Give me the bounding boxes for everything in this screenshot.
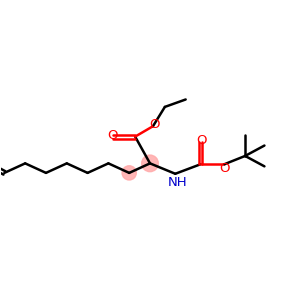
Text: O: O <box>107 129 118 142</box>
Circle shape <box>122 166 136 180</box>
Text: O: O <box>149 118 159 130</box>
Text: O: O <box>196 134 207 147</box>
Text: NH: NH <box>167 176 187 189</box>
Text: O: O <box>220 162 230 175</box>
Circle shape <box>142 155 158 172</box>
